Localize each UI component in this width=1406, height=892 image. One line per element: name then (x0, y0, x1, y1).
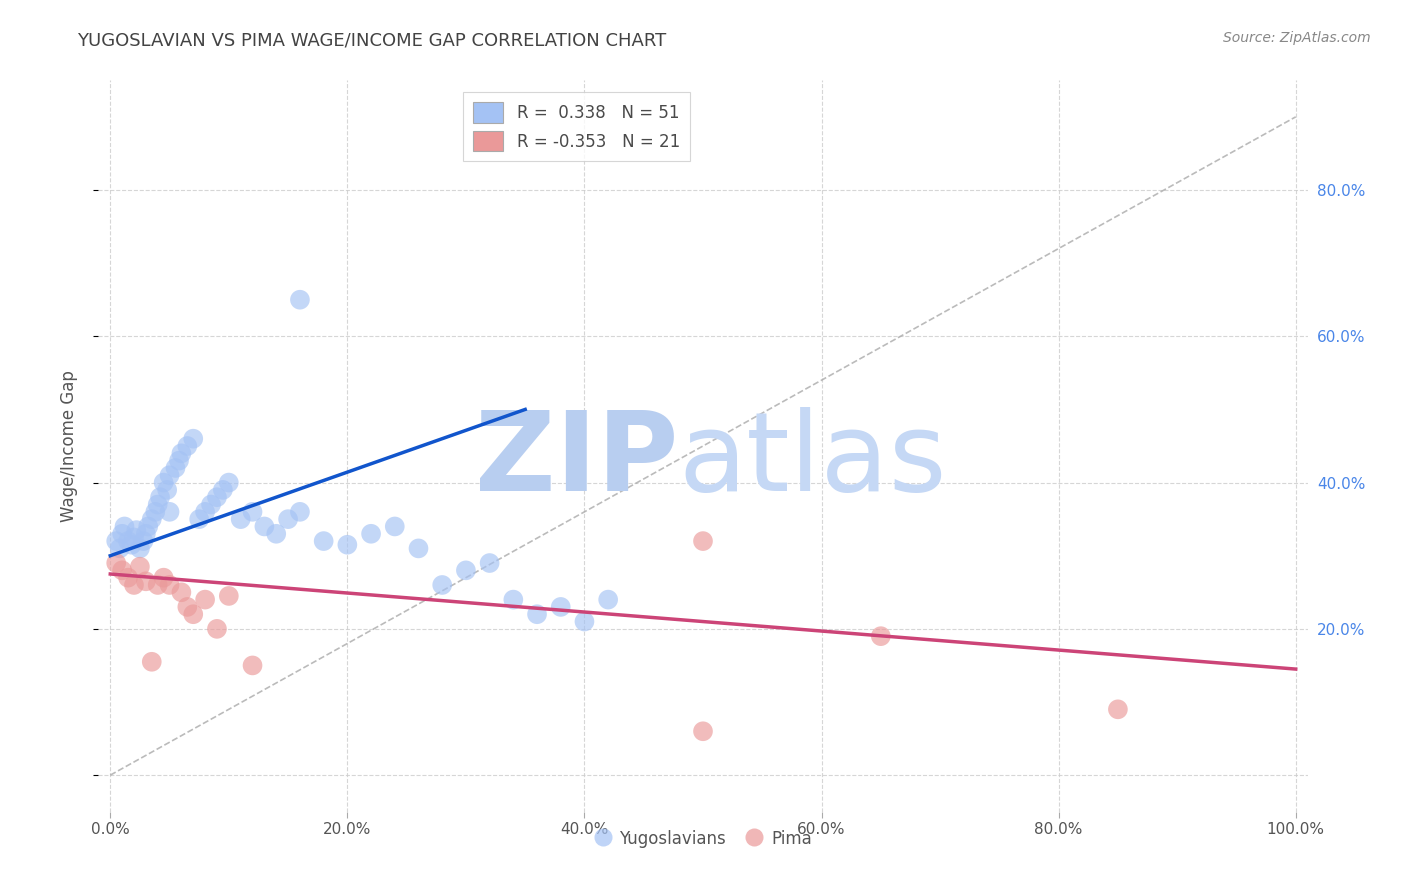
Point (253, 519, 276, 533)
Point (152, 571, 174, 585)
Point (111, 526, 134, 541)
Point (136, 519, 159, 533)
Point (181, 432, 204, 446)
Point (188, 512, 211, 526)
Point (218, 589, 240, 603)
Point (117, 571, 139, 585)
Point (117, 534, 139, 549)
Text: YUGOSLAVIAN VS PIMA WAGE/INCOME GAP CORRELATION CHART: YUGOSLAVIAN VS PIMA WAGE/INCOME GAP CORR… (77, 31, 666, 49)
Point (692, 534, 714, 549)
Point (105, 556, 128, 570)
Text: Source: ZipAtlas.com: Source: ZipAtlas.com (1223, 31, 1371, 45)
Point (692, 724, 714, 739)
Point (598, 592, 620, 607)
Point (156, 483, 179, 497)
Point (105, 534, 128, 549)
Point (194, 592, 217, 607)
Point (114, 519, 136, 533)
Point (194, 505, 217, 519)
Point (146, 578, 169, 592)
Y-axis label: Wage/Income Gap: Wage/Income Gap (59, 370, 77, 522)
Point (550, 599, 572, 614)
Point (132, 534, 155, 549)
Point (384, 519, 406, 533)
Point (121, 538, 143, 552)
Point (312, 534, 335, 549)
Point (336, 538, 359, 552)
Point (264, 526, 287, 541)
Point (502, 592, 524, 607)
Point (125, 523, 148, 537)
Point (129, 559, 152, 574)
Point (111, 563, 134, 577)
Point (242, 505, 264, 519)
Point (152, 475, 174, 490)
Point (135, 574, 157, 589)
Point (165, 461, 187, 475)
Point (122, 578, 145, 592)
Point (170, 446, 193, 460)
Text: ZIP: ZIP (475, 407, 679, 514)
Point (159, 505, 181, 519)
Point (1107, 702, 1129, 716)
Point (205, 622, 228, 636)
Point (176, 599, 198, 614)
Point (288, 293, 311, 307)
Point (454, 563, 477, 577)
Point (108, 541, 131, 556)
Point (277, 512, 299, 526)
Point (526, 607, 548, 622)
Point (242, 658, 264, 673)
Point (176, 439, 198, 453)
Point (478, 556, 501, 570)
Point (149, 490, 172, 504)
Point (574, 615, 596, 629)
Point (129, 541, 152, 556)
Point (146, 498, 169, 512)
Point (143, 505, 166, 519)
Point (200, 498, 222, 512)
Point (869, 629, 891, 643)
Point (141, 512, 163, 526)
Point (288, 505, 311, 519)
Point (141, 655, 163, 669)
Point (181, 607, 204, 622)
Point (360, 526, 382, 541)
Legend: R =  0.338   N = 51, R = -0.353   N = 21: R = 0.338 N = 51, R = -0.353 N = 21 (464, 92, 690, 161)
Point (212, 483, 235, 497)
Point (135, 526, 157, 541)
Point (408, 541, 430, 556)
Point (205, 490, 228, 504)
Point (159, 468, 181, 483)
Point (122, 530, 145, 544)
Point (218, 475, 240, 490)
Point (167, 453, 190, 467)
Point (170, 585, 193, 599)
Point (159, 578, 181, 592)
Point (432, 578, 454, 592)
Point (229, 512, 252, 526)
Text: atlas: atlas (679, 407, 948, 514)
